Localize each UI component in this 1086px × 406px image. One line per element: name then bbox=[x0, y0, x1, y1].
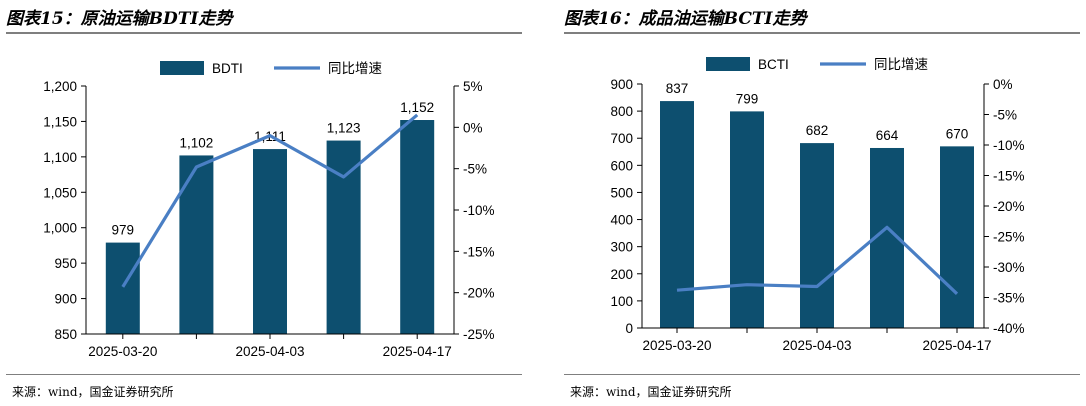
y-tick-label-right: -15% bbox=[463, 244, 495, 259]
bar bbox=[400, 120, 435, 334]
chart-panel-bcti: 图表16：成品油运输BCTI走势 837 799 682 664 670 0 100 200 3… bbox=[564, 0, 1084, 406]
y-tick-label-left: 500 bbox=[610, 185, 633, 200]
legend-line-label: 同比增速 bbox=[874, 57, 928, 72]
chart-panel-bdti: 图表15：原油运输BDTI走势 979 1,102 1,111 1,123 1,152 8… bbox=[6, 0, 526, 406]
y-tick-label-right: -20% bbox=[993, 199, 1025, 214]
bar bbox=[105, 242, 140, 334]
y-tick-label-left: 1,000 bbox=[43, 221, 77, 236]
y-tick-label-left: 850 bbox=[54, 327, 77, 342]
data-label: 664 bbox=[876, 128, 899, 143]
bar bbox=[940, 146, 974, 328]
yoy-growth-line bbox=[676, 225, 959, 296]
y-tick-label-left: 1,200 bbox=[43, 79, 77, 94]
y-tick-label-right: -15% bbox=[993, 169, 1025, 184]
y-tick-label-right: -25% bbox=[463, 327, 495, 342]
source-divider bbox=[6, 374, 522, 375]
chart-title: 图表15：原油运输BDTI走势 bbox=[6, 9, 233, 29]
y-tick-label-left: 900 bbox=[54, 292, 77, 307]
y-tick-label-left: 1,050 bbox=[43, 185, 77, 200]
x-tick-label: 2025-03-20 bbox=[88, 344, 157, 359]
legend-line-label: 同比增速 bbox=[328, 61, 382, 76]
legend-bar-swatch bbox=[160, 61, 204, 75]
data-label: 1,123 bbox=[327, 121, 361, 136]
y-tick-label-left: 1,150 bbox=[43, 114, 77, 129]
title-divider bbox=[564, 32, 1080, 34]
legend-bar-swatch bbox=[706, 57, 750, 71]
source-divider bbox=[564, 374, 1080, 375]
y-tick-label-right: -25% bbox=[993, 230, 1025, 245]
data-label: 979 bbox=[112, 223, 135, 238]
y-tick-label-right: -35% bbox=[993, 291, 1025, 306]
x-tick-label: 2025-04-03 bbox=[782, 338, 851, 353]
data-label: 682 bbox=[806, 123, 829, 138]
data-label: 670 bbox=[946, 126, 969, 141]
x-tick-label: 2025-04-17 bbox=[922, 338, 991, 353]
y-tick-label-left: 300 bbox=[610, 240, 633, 255]
source-note: 来源：wind，国金证券研究所 bbox=[12, 385, 174, 399]
y-tick-label-left: 1,100 bbox=[43, 150, 77, 165]
bcti-chart: 837 799 682 664 670 0 100 200 300 400 500 600 700 800… bbox=[610, 57, 1025, 353]
bar bbox=[326, 140, 361, 334]
y-tick-label-left: 700 bbox=[610, 131, 633, 146]
y-tick-label-left: 0 bbox=[625, 321, 633, 336]
y-tick-label-left: 900 bbox=[610, 77, 633, 92]
data-label: 1,152 bbox=[400, 100, 434, 115]
bar bbox=[179, 155, 214, 334]
y-tick-label-right: -20% bbox=[463, 286, 495, 301]
y-tick-label-right: -5% bbox=[993, 108, 1017, 123]
x-tick-label: 2025-04-17 bbox=[383, 344, 452, 359]
x-tick-label: 2025-03-20 bbox=[642, 338, 711, 353]
bar bbox=[800, 143, 834, 328]
y-tick-label-left: 400 bbox=[610, 213, 633, 228]
yoy-growth-line bbox=[121, 113, 419, 288]
y-tick-label-right: 5% bbox=[463, 79, 483, 94]
x-tick-label: 2025-04-03 bbox=[235, 344, 304, 359]
y-tick-label-left: 100 bbox=[610, 294, 633, 309]
y-tick-label-left: 600 bbox=[610, 158, 633, 173]
y-tick-label-right: -30% bbox=[993, 260, 1025, 275]
y-tick-label-right: 0% bbox=[993, 77, 1013, 92]
bar bbox=[660, 101, 694, 328]
source-note: 来源：wind，国金证券研究所 bbox=[570, 385, 732, 399]
data-label: 1,102 bbox=[180, 135, 214, 150]
legend-bar-label: BCTI bbox=[758, 57, 789, 72]
bar bbox=[253, 149, 287, 334]
y-tick-label-left: 950 bbox=[54, 256, 77, 271]
y-tick-label-right: -40% bbox=[993, 321, 1025, 336]
y-tick-label-left: 200 bbox=[610, 267, 633, 282]
y-tick-label-right: 0% bbox=[463, 120, 483, 135]
title-divider bbox=[6, 32, 522, 34]
data-label: 799 bbox=[736, 91, 759, 106]
legend-bar-label: BDTI bbox=[212, 61, 243, 76]
data-label: 837 bbox=[666, 81, 689, 96]
y-tick-label-left: 800 bbox=[610, 104, 633, 119]
bar bbox=[730, 111, 764, 328]
y-tick-label-right: -10% bbox=[463, 203, 495, 218]
y-tick-label-right: -10% bbox=[993, 138, 1025, 153]
y-tick-label-right: -5% bbox=[463, 162, 487, 177]
chart-title: 图表16：成品油运输BCTI走势 bbox=[564, 9, 807, 29]
